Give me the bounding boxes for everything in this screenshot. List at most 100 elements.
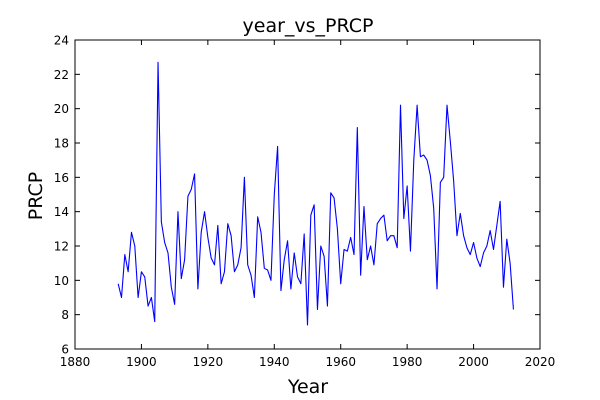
data-point <box>496 225 497 226</box>
data-point <box>177 211 178 212</box>
data-point <box>333 197 334 198</box>
y-tick-label: 14 <box>54 205 69 219</box>
data-point <box>513 309 514 310</box>
data-point <box>287 240 288 241</box>
x-tick-label: 1940 <box>259 355 290 369</box>
x-tick-label: 1880 <box>60 355 91 369</box>
data-point <box>204 211 205 212</box>
data-point <box>483 252 484 253</box>
data-point <box>280 290 281 291</box>
data-point <box>373 264 374 265</box>
data-point <box>347 251 348 252</box>
data-point <box>214 264 215 265</box>
data-point <box>234 271 235 272</box>
data-point <box>440 182 441 183</box>
data-point <box>500 201 501 202</box>
data-point <box>383 215 384 216</box>
data-point <box>363 206 364 207</box>
data-point <box>134 245 135 246</box>
data-point <box>274 194 275 195</box>
data-point <box>453 180 454 181</box>
data-point <box>141 271 142 272</box>
data-point <box>413 160 414 161</box>
data-point <box>423 154 424 155</box>
data-point <box>433 208 434 209</box>
data-point <box>161 221 162 222</box>
data-point <box>456 235 457 236</box>
data-point <box>460 213 461 214</box>
x-tick-label: 2000 <box>458 355 489 369</box>
y-tick-label: 8 <box>61 308 69 322</box>
data-point <box>118 283 119 284</box>
data-point <box>370 245 371 246</box>
data-point <box>443 177 444 178</box>
data-point <box>164 242 165 243</box>
y-tick-label: 22 <box>54 68 69 82</box>
data-point <box>510 263 511 264</box>
data-point <box>367 259 368 260</box>
y-tick-label: 12 <box>54 240 69 254</box>
y-tick-label: 24 <box>54 34 69 48</box>
data-point <box>390 235 391 236</box>
data-point <box>466 247 467 248</box>
y-axis-label: PRCP <box>25 172 47 220</box>
data-point <box>353 254 354 255</box>
data-point <box>324 256 325 257</box>
data-point <box>446 105 447 106</box>
data-point <box>317 309 318 310</box>
data-point <box>450 141 451 142</box>
data-point <box>327 305 328 306</box>
data-point <box>426 160 427 161</box>
data-point <box>320 245 321 246</box>
x-axis-label: Year <box>287 376 328 398</box>
data-point <box>307 324 308 325</box>
data-point <box>157 62 158 63</box>
data-point <box>314 204 315 205</box>
data-point <box>476 257 477 258</box>
data-point <box>201 232 202 233</box>
data-point <box>480 266 481 267</box>
data-point <box>144 276 145 277</box>
data-point <box>257 216 258 217</box>
data-point <box>138 297 139 298</box>
data-point <box>290 288 291 289</box>
data-point <box>430 175 431 176</box>
data-point <box>463 235 464 236</box>
data-point <box>154 321 155 322</box>
data-point <box>277 146 278 147</box>
data-point <box>260 232 261 233</box>
data-point <box>250 275 251 276</box>
data-point <box>417 105 418 106</box>
data-point <box>224 271 225 272</box>
data-point <box>506 239 507 240</box>
data-point <box>393 235 394 236</box>
data-point <box>387 240 388 241</box>
data-point <box>493 249 494 250</box>
data-point <box>486 245 487 246</box>
data-point <box>151 297 152 298</box>
data-point <box>128 271 129 272</box>
data-point <box>436 288 437 289</box>
data-point <box>304 233 305 234</box>
data-point <box>187 196 188 197</box>
data-point <box>350 237 351 238</box>
data-point <box>377 223 378 224</box>
data-point <box>131 232 132 233</box>
data-point <box>147 305 148 306</box>
data-point <box>171 287 172 288</box>
data-point <box>300 283 301 284</box>
axis-tick-labels: 1880 1900 1920 1940 1960 1980 2000 2020 6 8 10 12 14… <box>54 34 556 370</box>
y-tick-label: 20 <box>54 102 69 116</box>
y-tick-label: 18 <box>54 137 69 151</box>
y-tick-label: 16 <box>54 171 69 185</box>
data-point <box>343 249 344 250</box>
data-point <box>503 287 504 288</box>
data-point <box>254 297 255 298</box>
data-point <box>410 251 411 252</box>
data-point <box>397 247 398 248</box>
plot-frame <box>74 39 541 350</box>
data-point <box>294 252 295 253</box>
data-point <box>340 283 341 284</box>
